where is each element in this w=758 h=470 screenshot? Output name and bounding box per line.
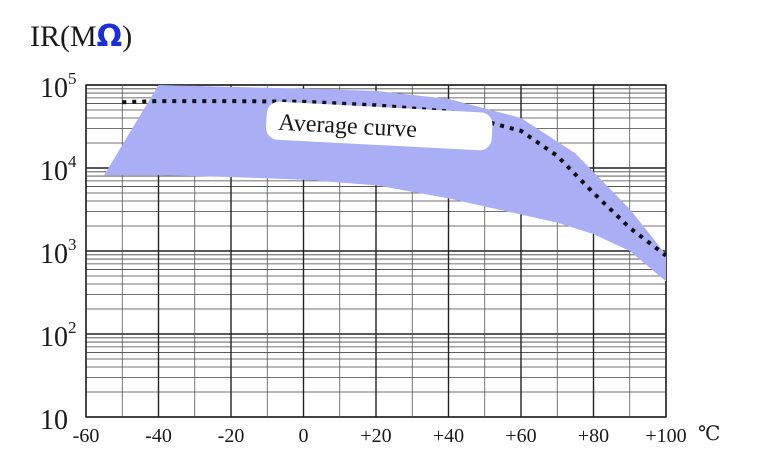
x-tick-label: +60 xyxy=(505,425,536,447)
x-tick-label: 0 xyxy=(299,425,309,447)
x-tick-label: +40 xyxy=(433,425,464,447)
y-tick-label: 105 xyxy=(40,69,77,104)
x-tick-label: -20 xyxy=(218,425,245,447)
y-axis-title: IR(MΩ) xyxy=(30,19,132,54)
annotation-bubble xyxy=(266,101,493,151)
characteristic-band xyxy=(104,85,667,282)
y-tick-labels: 10 102 103 104 105 xyxy=(40,69,77,436)
x-tick-labels: -60 -40 -20 0 +20 +40 +60 +80 +100 xyxy=(73,425,687,447)
x-tick-label: +100 xyxy=(645,425,686,447)
y-tick-label: 102 xyxy=(40,318,77,353)
ohm-symbol: Ω xyxy=(97,19,123,54)
annotation-group: Average curve xyxy=(266,101,493,151)
range-band xyxy=(104,85,667,282)
x-axis-unit: ℃ xyxy=(698,423,720,445)
x-tick-label: -40 xyxy=(145,425,172,447)
y-tick-label: 103 xyxy=(40,235,77,270)
x-tick-label: +20 xyxy=(360,425,391,447)
y-tick-label: 104 xyxy=(40,152,77,187)
x-tick-label: +80 xyxy=(578,425,609,447)
x-tick-label: -60 xyxy=(73,425,100,447)
y-tick-label: 10 xyxy=(40,405,68,436)
